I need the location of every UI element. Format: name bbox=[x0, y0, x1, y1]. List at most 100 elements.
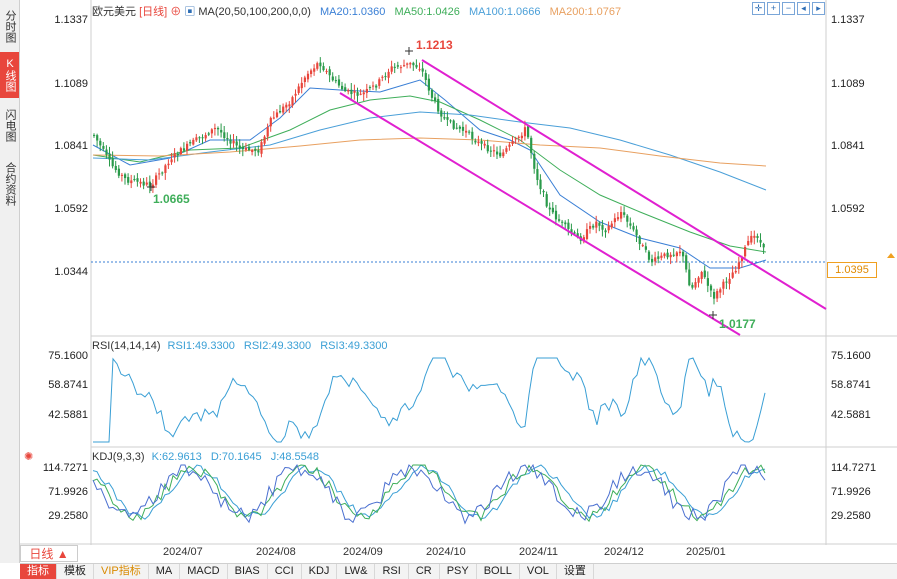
candle-body bbox=[626, 215, 629, 222]
candle-body bbox=[390, 66, 393, 72]
candle-body bbox=[461, 126, 465, 131]
tb-kdj[interactable]: KDJ bbox=[302, 564, 338, 579]
candle-body bbox=[114, 165, 117, 171]
candle-body bbox=[409, 63, 412, 65]
candle-body bbox=[623, 212, 626, 215]
ma50-line bbox=[92, 95, 767, 253]
candle-body bbox=[592, 225, 595, 228]
tb-macd[interactable]: MACD bbox=[180, 564, 228, 579]
candle-body bbox=[660, 255, 663, 258]
candle-body bbox=[542, 191, 545, 193]
tb-cci[interactable]: CCI bbox=[268, 564, 302, 579]
candle-body bbox=[722, 281, 725, 289]
rsi-axis-right-1: 75.1600 bbox=[831, 350, 871, 362]
candle-body bbox=[93, 134, 96, 136]
tb-lw[interactable]: LW& bbox=[337, 564, 376, 579]
candle-body bbox=[176, 153, 179, 156]
tb-vip[interactable]: VIP指标 bbox=[94, 564, 149, 579]
candle-body bbox=[641, 245, 644, 247]
rsi-axis-right-3: 42.5881 bbox=[831, 409, 871, 421]
rsi-axis-left-3: 42.5881 bbox=[48, 409, 88, 421]
ma-label: MA(20,50,100,200,0,0) bbox=[198, 6, 311, 18]
candle-body bbox=[706, 278, 709, 286]
tab-contract-info[interactable]: 合约资料 bbox=[4, 162, 16, 206]
crosshair-icon[interactable]: ✛ bbox=[752, 2, 765, 15]
candle-body bbox=[635, 229, 638, 236]
candle-body bbox=[573, 232, 576, 234]
tb-indicator[interactable]: 指标 bbox=[20, 564, 57, 579]
candle-body bbox=[492, 150, 496, 152]
kdj-line-0 bbox=[92, 464, 766, 520]
candle-body bbox=[700, 272, 703, 279]
candle-body bbox=[151, 184, 155, 189]
candle-body bbox=[514, 138, 517, 140]
tab-flash[interactable]: 闪电图 bbox=[4, 108, 16, 142]
channel-lower-line[interactable] bbox=[339, 92, 741, 336]
tb-template[interactable]: 模板 bbox=[57, 564, 94, 579]
scroll-left-icon[interactable]: ◂ bbox=[797, 2, 810, 15]
candle-body bbox=[688, 269, 691, 286]
price-axis-right-3: 1.0841 bbox=[831, 140, 865, 152]
tb-rsi[interactable]: RSI bbox=[375, 564, 409, 579]
ma200-line bbox=[92, 137, 767, 167]
channel-upper-line[interactable] bbox=[421, 59, 827, 310]
candle-body bbox=[551, 207, 554, 213]
candle-body bbox=[620, 212, 623, 219]
candle-body bbox=[99, 140, 102, 146]
high-marker-icon bbox=[405, 47, 413, 55]
candle-body bbox=[480, 141, 483, 144]
candle-body bbox=[328, 69, 331, 76]
candle-body bbox=[269, 117, 272, 127]
price-axis-left-1: 1.1337 bbox=[54, 14, 88, 26]
rsi-axis-left-1: 75.1600 bbox=[48, 350, 88, 362]
price-axis-left-5: 1.0344 bbox=[54, 266, 88, 278]
chart-canvas[interactable] bbox=[0, 0, 897, 563]
candle-body bbox=[632, 226, 635, 230]
candle-body bbox=[499, 152, 502, 157]
tab-kline[interactable]: K线图 bbox=[0, 52, 19, 98]
ma100-value: MA100:1.0666 bbox=[468, 6, 541, 18]
k-value: K:62.9613 bbox=[151, 451, 202, 463]
candle-body bbox=[601, 224, 604, 230]
candle-body bbox=[666, 252, 669, 258]
tb-cr[interactable]: CR bbox=[409, 564, 440, 579]
chart-tools: ✛ + − ◂ ▸ bbox=[752, 2, 825, 15]
candle-body bbox=[548, 207, 551, 210]
d-value: D:70.1645 bbox=[210, 451, 262, 463]
candle-body bbox=[675, 252, 678, 257]
price-axis-left-4: 1.0592 bbox=[54, 203, 88, 215]
candle-body bbox=[105, 149, 108, 155]
rsi-axis-left-2: 58.8741 bbox=[48, 379, 88, 391]
tb-vol[interactable]: VOL bbox=[520, 564, 557, 579]
rsi2-value: RSI2:49.3300 bbox=[243, 340, 312, 352]
period-button[interactable]: 日线 ▲ bbox=[20, 545, 78, 562]
tb-boll[interactable]: BOLL bbox=[477, 564, 520, 579]
sun-icon[interactable]: ✺ bbox=[24, 451, 34, 463]
candle-body bbox=[173, 153, 176, 158]
settings-icon[interactable]: ⊕ bbox=[170, 6, 182, 18]
tab-timeshare[interactable]: 分时图 bbox=[4, 9, 16, 43]
indicator-icon[interactable]: ▣ bbox=[184, 6, 196, 18]
zoom-out-icon[interactable]: − bbox=[782, 2, 795, 15]
candle-body bbox=[703, 270, 706, 278]
candle-body bbox=[223, 132, 226, 139]
candle-body bbox=[124, 174, 127, 179]
candle-body bbox=[347, 90, 350, 92]
zoom-in-icon[interactable]: + bbox=[767, 2, 780, 15]
tb-psy[interactable]: PSY bbox=[440, 564, 477, 579]
rsi1-value: RSI1:49.3300 bbox=[167, 340, 235, 352]
candle-body bbox=[561, 221, 564, 223]
tb-ma[interactable]: MA bbox=[149, 564, 181, 579]
candle-body bbox=[483, 143, 486, 146]
scroll-right-icon[interactable]: ▸ bbox=[812, 2, 825, 15]
candle-body bbox=[204, 135, 207, 139]
tb-bias[interactable]: BIAS bbox=[228, 564, 268, 579]
candle-body bbox=[651, 258, 654, 263]
candle-body bbox=[266, 127, 269, 137]
x-label-jan: 2025/01 bbox=[686, 546, 726, 558]
tb-settings[interactable]: 设置 bbox=[557, 564, 594, 579]
candle-body bbox=[508, 144, 511, 147]
ma50-value: MA50:1.0426 bbox=[394, 6, 460, 18]
candle-body bbox=[415, 64, 418, 68]
candle-body bbox=[440, 110, 443, 117]
